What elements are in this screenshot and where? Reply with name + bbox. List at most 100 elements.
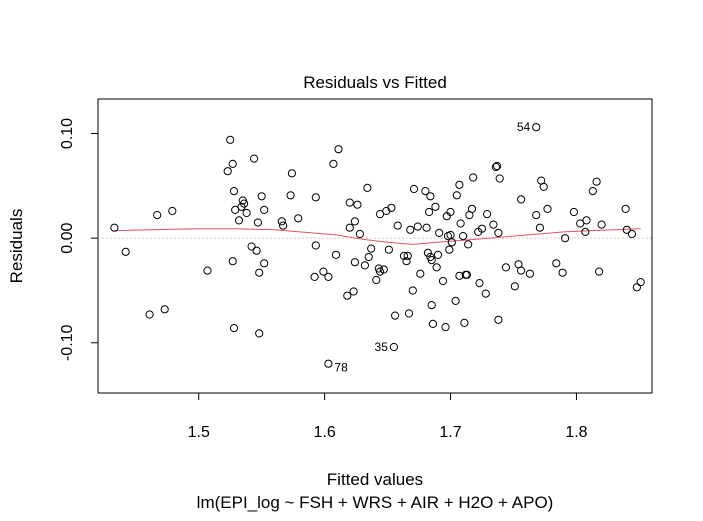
data-point xyxy=(247,242,256,251)
data-point xyxy=(452,191,461,200)
data-point xyxy=(277,217,286,226)
data-point xyxy=(231,205,240,214)
data-point xyxy=(345,223,354,232)
data-point xyxy=(493,161,502,171)
data-point xyxy=(475,279,484,288)
data-point xyxy=(408,286,417,295)
data-point xyxy=(393,221,402,230)
model-formula-subtitle: lm(EPI_log ~ FSH + WRS + AIR + H2O + APO… xyxy=(197,493,554,512)
data-point xyxy=(110,223,119,232)
data-point xyxy=(391,311,400,320)
x-tick-label: 1.5 xyxy=(188,424,210,441)
x-tick-label: 1.7 xyxy=(439,424,461,441)
data-point xyxy=(491,162,500,172)
data-point xyxy=(367,244,376,253)
data-point xyxy=(229,187,239,196)
data-point xyxy=(431,202,440,211)
data-point xyxy=(334,145,343,154)
data-point xyxy=(426,192,435,201)
data-point xyxy=(427,301,436,310)
data-point xyxy=(168,206,177,216)
data-point xyxy=(416,269,425,278)
y-axis-label: Residuals xyxy=(7,209,26,284)
data-point xyxy=(355,229,364,239)
data-point xyxy=(319,267,328,276)
data-point xyxy=(384,245,393,254)
data-point xyxy=(329,159,338,168)
data-point xyxy=(495,174,504,183)
data-point xyxy=(477,224,487,233)
data-point xyxy=(427,256,436,265)
data-point xyxy=(597,220,606,229)
data-point xyxy=(226,135,235,144)
data-point xyxy=(435,228,444,237)
data-point xyxy=(422,223,431,232)
data-point xyxy=(286,191,295,200)
data-point xyxy=(483,210,492,219)
data-point xyxy=(242,208,251,218)
data-point xyxy=(558,268,567,277)
data-point xyxy=(467,204,477,213)
data-point xyxy=(438,276,448,286)
data-point xyxy=(455,180,464,189)
data-point xyxy=(253,218,262,227)
data-point xyxy=(636,278,645,287)
data-point xyxy=(387,203,396,212)
data-point xyxy=(489,220,498,229)
data-point xyxy=(494,315,503,324)
data-point xyxy=(294,214,303,223)
data-point xyxy=(229,324,239,333)
data-point xyxy=(250,154,259,163)
data-point xyxy=(375,210,385,219)
data-point xyxy=(343,291,352,300)
data-point xyxy=(588,187,597,196)
data-point xyxy=(592,177,601,186)
data-point xyxy=(255,329,264,338)
data-point xyxy=(350,217,359,226)
data-point xyxy=(360,261,369,270)
data-point xyxy=(228,257,237,266)
data-point xyxy=(622,225,631,234)
data-point xyxy=(257,192,266,201)
x-tick-label: 1.6 xyxy=(314,424,336,441)
data-point xyxy=(595,267,604,276)
data-point xyxy=(255,268,264,277)
point-label: 35 xyxy=(375,340,389,354)
data-point xyxy=(260,259,269,268)
data-point xyxy=(539,182,548,191)
data-point xyxy=(353,200,362,209)
x-axis-label: Fitted values xyxy=(327,470,423,489)
data-point xyxy=(576,219,585,228)
data-point xyxy=(446,207,455,217)
data-point xyxy=(462,270,471,279)
data-point xyxy=(532,211,541,220)
data-point xyxy=(345,198,354,207)
data-point xyxy=(525,269,535,278)
data-point xyxy=(447,238,456,247)
data-point xyxy=(399,251,409,260)
data-point xyxy=(441,323,450,332)
data-point xyxy=(409,184,419,194)
data-point xyxy=(460,318,469,327)
data-point xyxy=(228,159,237,168)
data-point xyxy=(425,207,434,217)
data-point xyxy=(456,219,465,228)
data-point xyxy=(260,205,269,214)
data-point xyxy=(311,193,320,202)
point-label: 54 xyxy=(517,120,531,134)
data-point xyxy=(203,266,212,275)
data-point xyxy=(389,342,398,352)
data-point xyxy=(421,187,430,196)
data-point xyxy=(379,265,388,274)
data-point xyxy=(121,247,130,256)
y-tick-label: 0.00 xyxy=(59,223,76,254)
data-point xyxy=(627,229,637,239)
data-point xyxy=(494,228,503,237)
data-point xyxy=(569,207,579,217)
data-point xyxy=(287,169,296,178)
data-point xyxy=(311,241,320,250)
data-point xyxy=(403,251,412,260)
data-point xyxy=(252,246,261,255)
